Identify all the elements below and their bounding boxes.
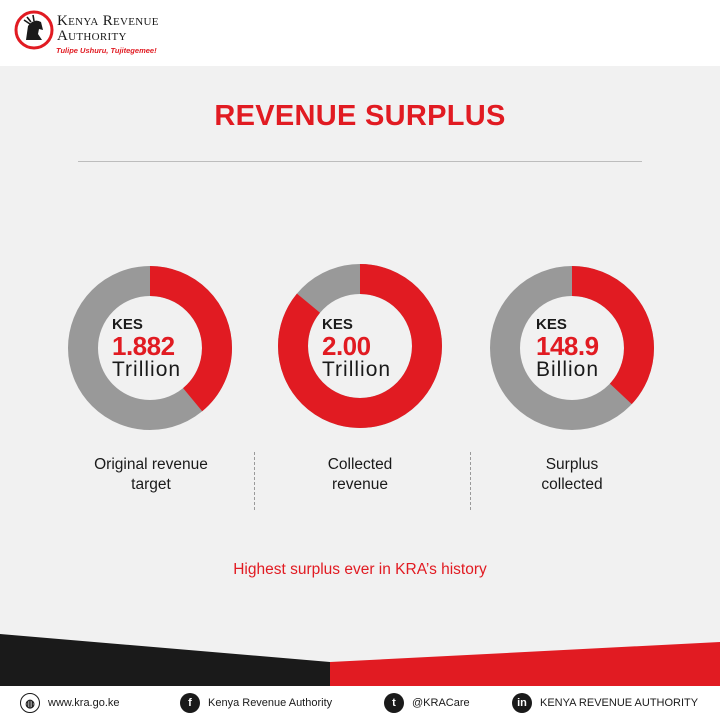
title-divider: [78, 161, 642, 162]
caption-target: Original revenue target: [71, 455, 231, 495]
amount-value: 148.9: [536, 331, 599, 361]
globe-icon: ◍: [20, 693, 40, 713]
highlight-text: Highest surplus ever in KRA’s history: [233, 561, 487, 578]
column-separator: [470, 452, 471, 510]
caption-line: collected: [541, 476, 603, 493]
footer: ◍ www.kra.go.ke f Kenya Revenue Authorit…: [0, 686, 720, 720]
amount-value: 1.882: [112, 331, 175, 361]
column-separator: [254, 452, 255, 510]
footer-facebook-link[interactable]: f Kenya Revenue Authority: [180, 693, 332, 713]
organization-name: Kenya Revenue Authority: [57, 14, 159, 44]
tagline: Tulipe Ushuru, Tujitegemee!: [56, 46, 157, 55]
caption-line: revenue: [331, 476, 388, 493]
caption-line: Surplus: [545, 456, 599, 473]
amount-unit: Trillion: [112, 358, 182, 381]
linkedin-icon: in: [512, 693, 532, 713]
page-title: REVENUE SURPLUS: [214, 100, 506, 132]
caption-line: Collected: [327, 456, 393, 473]
donut-chart-surplus: [490, 266, 654, 430]
org-name-line2: Authority: [57, 28, 127, 44]
footer-website-link[interactable]: ◍ www.kra.go.ke: [20, 693, 120, 713]
donut-fill-arc: [68, 266, 232, 430]
amount-unit: Trillion: [322, 358, 392, 381]
header: Kenya Revenue Authority Tulipe Ushuru, T…: [0, 0, 720, 66]
caption-line: target: [131, 476, 171, 493]
amount-unit: Billion: [536, 358, 600, 381]
donut-fill-arc: [490, 266, 654, 430]
caption-collected: Collected revenue: [280, 455, 440, 495]
donut-fill-arc: [278, 264, 442, 428]
donut-chart-collected: [278, 264, 442, 428]
footer-facebook-label: Kenya Revenue Authority: [208, 697, 333, 709]
org-name-line1: Kenya Revenue: [57, 13, 159, 29]
amount-value: 2.00: [322, 331, 371, 361]
currency-label: KES: [322, 316, 353, 333]
twitter-icon: t: [384, 693, 404, 713]
caption-surplus: Surplus collected: [492, 455, 652, 495]
footer-red-band: [330, 642, 720, 688]
kra-lion-logo: [14, 10, 54, 50]
footer-twitter-link[interactable]: t @KRACare: [384, 693, 470, 713]
footer-twitter-label: @KRACare: [412, 697, 470, 709]
footer-decoration: [0, 634, 720, 688]
facebook-icon: f: [180, 693, 200, 713]
donut-chart-target: [68, 266, 232, 430]
caption-line: Original revenue: [94, 456, 208, 473]
footer-website-label: www.kra.go.ke: [48, 697, 120, 709]
currency-label: KES: [112, 316, 143, 333]
footer-linkedin-label: KENYA REVENUE AUTHORITY: [540, 697, 699, 709]
footer-linkedin-link[interactable]: in KENYA REVENUE AUTHORITY: [512, 693, 698, 713]
currency-label: KES: [536, 316, 567, 333]
